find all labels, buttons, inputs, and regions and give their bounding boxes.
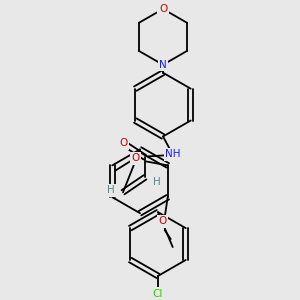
Text: O: O: [159, 216, 167, 226]
Text: N: N: [159, 60, 167, 70]
Text: NH: NH: [165, 149, 181, 159]
Text: H: H: [153, 177, 161, 187]
Text: O: O: [119, 138, 127, 148]
Text: O: O: [132, 153, 140, 164]
Text: O: O: [159, 4, 167, 14]
Text: Cl: Cl: [153, 289, 163, 299]
Text: H: H: [107, 185, 115, 195]
